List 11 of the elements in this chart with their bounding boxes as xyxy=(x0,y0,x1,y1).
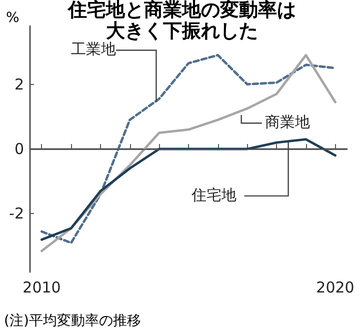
y-tick-label: 2 xyxy=(14,75,24,94)
line-series xyxy=(40,138,336,241)
text: 住宅地 xyxy=(191,186,236,204)
text: (注)平均変動率の推移 xyxy=(4,312,141,330)
text: 工業地 xyxy=(71,40,116,58)
y-axis-title: % xyxy=(6,10,20,26)
series-label: 商業地 xyxy=(264,113,310,132)
y-tick-label: 0 xyxy=(14,140,24,158)
y-tick-label: -2 xyxy=(9,204,24,223)
x-tick-label: 2010 xyxy=(22,278,61,296)
x-tick-label: 2020 xyxy=(316,278,354,296)
